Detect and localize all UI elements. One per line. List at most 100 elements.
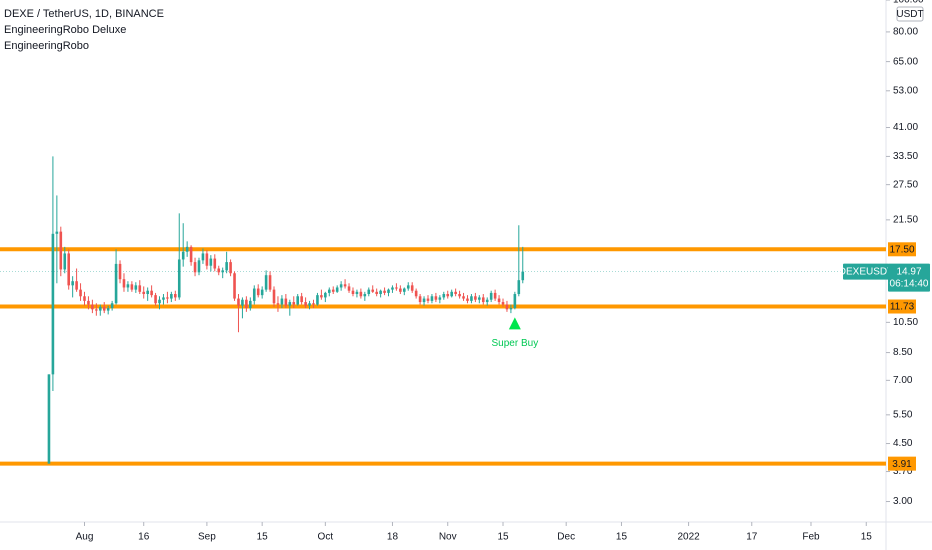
y-tick-label: 7.00: [893, 375, 913, 386]
candle-body: [268, 275, 272, 290]
x-tick-label: 17: [746, 532, 758, 543]
level-tag: [888, 242, 916, 257]
candle-body: [284, 298, 288, 306]
y-tick-label: 33.50: [893, 151, 918, 162]
x-tick-label: Feb: [802, 532, 820, 543]
candle-body: [256, 288, 260, 296]
symbol-label: DEXEUSDT: [839, 266, 893, 277]
y-tick-label: 21.50: [893, 214, 918, 225]
candle-body: [406, 285, 410, 289]
candle-body: [142, 291, 146, 295]
candle-body: [83, 296, 86, 301]
candle-body: [114, 263, 118, 304]
candle-body: [513, 294, 517, 309]
level-tag: [888, 299, 916, 314]
candle-body: [170, 294, 173, 299]
candle-body: [193, 262, 197, 273]
candle-body: [458, 294, 461, 297]
candle-body: [470, 296, 473, 301]
signal-arrow: [508, 317, 521, 330]
level-tag: [888, 456, 916, 471]
candle-body: [320, 295, 323, 298]
candle-body: [158, 299, 161, 304]
candle-body: [98, 306, 102, 311]
indicator-label[interactable]: EngineeringRobo: [4, 40, 89, 52]
currency-label: USDT: [896, 9, 923, 20]
candle-body: [249, 300, 252, 309]
candle-body: [110, 303, 114, 309]
level-label: 3.91: [892, 459, 912, 470]
candle-body: [51, 233, 55, 375]
candle-body: [79, 289, 82, 297]
candle-body: [71, 281, 74, 286]
candle-body: [166, 297, 169, 299]
candle-body: [462, 296, 465, 299]
candle-body: [509, 308, 513, 310]
x-tick-label: 16: [138, 532, 150, 543]
signal-label: Super Buy: [492, 338, 539, 349]
candle-body: [63, 253, 67, 270]
candle-body: [324, 292, 327, 298]
price-tag: [888, 263, 930, 292]
y-tick-label: 80.00: [893, 27, 918, 38]
candle-body: [395, 287, 398, 289]
candle-body: [505, 304, 509, 310]
candle-body: [403, 288, 406, 292]
y-tick-label: 27.50: [893, 179, 918, 190]
candle-body: [217, 268, 221, 273]
candle-body: [75, 281, 78, 290]
x-tick-label: Dec: [557, 532, 575, 543]
candle-body: [260, 289, 264, 296]
candle-body: [446, 294, 450, 297]
candle-body: [264, 275, 268, 290]
candle-body: [351, 290, 355, 295]
candle-body: [185, 246, 189, 252]
currency-box[interactable]: [896, 6, 924, 22]
candle-body: [213, 258, 217, 269]
candle-body: [379, 290, 382, 295]
candle-body: [418, 296, 422, 303]
candle-body: [138, 285, 142, 292]
candle-body: [308, 303, 311, 306]
price-label: 14.97: [896, 266, 921, 277]
candle-body: [55, 231, 59, 234]
candle-body: [102, 306, 106, 311]
candle-body: [87, 300, 90, 305]
candle-body: [466, 298, 469, 301]
x-tick-label: Sep: [198, 532, 216, 543]
candle-body: [339, 284, 343, 288]
candle-body: [304, 302, 307, 306]
candle-body: [391, 287, 394, 290]
candle-body: [150, 290, 153, 296]
candle-body: [331, 289, 335, 292]
x-tick-label: 18: [387, 532, 399, 543]
candle-body: [327, 289, 331, 293]
candle-body: [288, 302, 292, 306]
candle-body: [335, 287, 339, 292]
candle-body: [95, 309, 98, 311]
candle-body: [154, 295, 157, 304]
candle-body: [426, 298, 430, 301]
candle-body: [47, 374, 51, 464]
candle-body: [209, 258, 213, 266]
candle-body: [442, 294, 446, 298]
candle-body: [272, 289, 276, 304]
candle-body: [292, 302, 296, 305]
candle-body: [122, 279, 126, 288]
y-tick-label: 53.00: [893, 85, 918, 96]
candle-body: [118, 263, 122, 280]
candle-body: [241, 299, 244, 306]
candle-body: [146, 290, 149, 295]
y-tick-label: 41.00: [893, 122, 918, 133]
candle-body: [276, 303, 280, 305]
chart-title: DEXE / TetherUS, 1D, BINANCE: [4, 8, 164, 20]
y-tick-label: 8.50: [893, 347, 913, 358]
candle-body: [450, 291, 453, 297]
candle-body: [478, 297, 481, 300]
candle-body: [280, 298, 284, 305]
x-tick-label: 15: [257, 532, 269, 543]
indicator-label[interactable]: EngineeringRobo Deluxe: [4, 24, 126, 36]
candle-body: [233, 273, 236, 299]
